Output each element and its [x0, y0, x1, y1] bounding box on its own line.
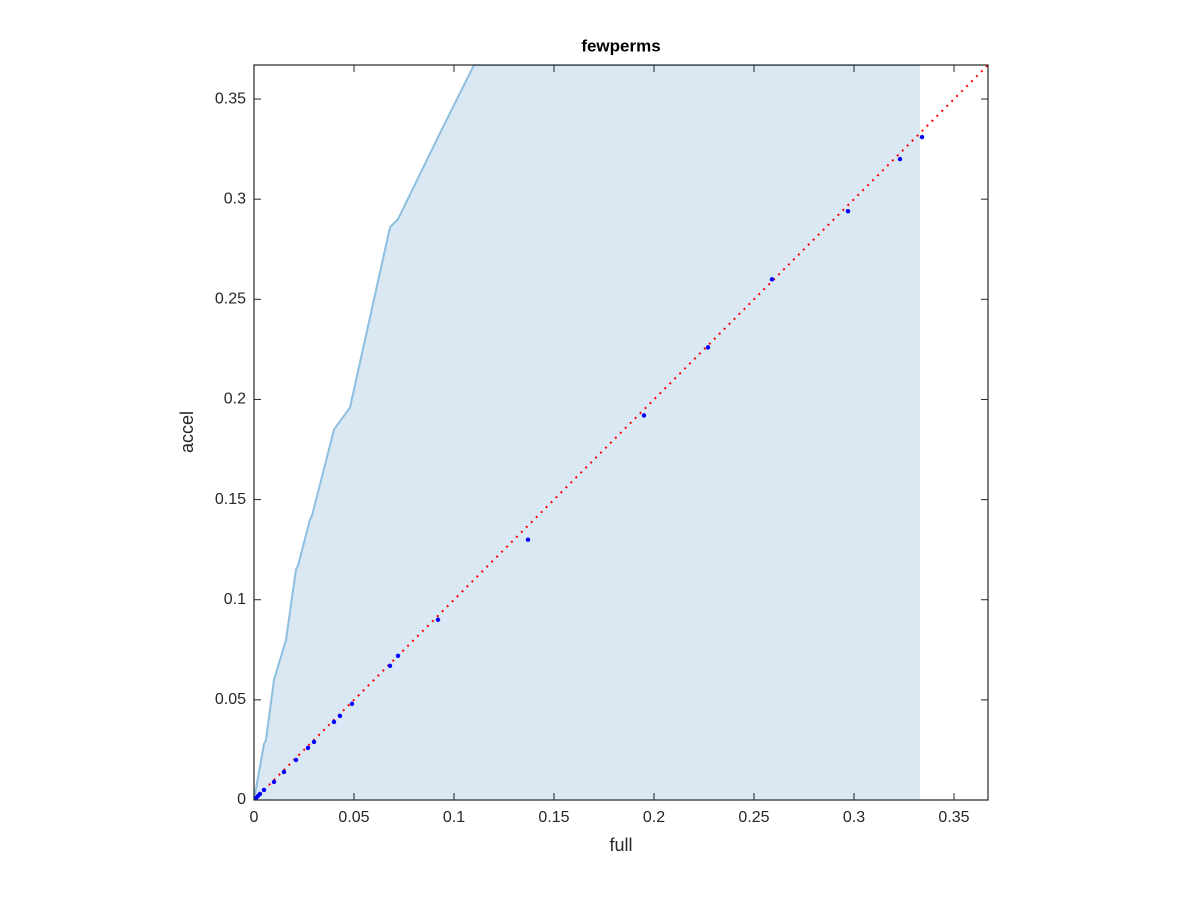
y-tick-label: 0.3	[224, 190, 246, 207]
point	[769, 277, 775, 282]
y-tick-label: 0.35	[215, 90, 246, 107]
chart-title: fewperms	[581, 36, 660, 55]
point	[919, 134, 925, 140]
area	[254, 65, 920, 800]
point	[395, 653, 401, 659]
x-tick-label: 0	[250, 809, 259, 826]
reference-line	[254, 65, 988, 800]
plot-area	[254, 65, 988, 800]
x-tick-label: 0.1	[443, 809, 465, 826]
point	[435, 617, 441, 622]
point	[705, 345, 711, 350]
point	[261, 787, 267, 793]
point	[293, 757, 299, 763]
y-axis-label: accel	[177, 411, 197, 453]
axes-box	[253, 64, 989, 801]
point	[271, 779, 277, 785]
point	[349, 701, 355, 707]
y-tick-label: 0.05	[215, 691, 246, 708]
y-tick-label: 0.15	[215, 491, 246, 508]
point	[331, 719, 337, 725]
x-axis-label: full	[609, 835, 632, 855]
x-tick-label: 0.25	[738, 809, 769, 826]
point	[305, 745, 311, 751]
x-tick-label: 0.35	[938, 809, 969, 826]
x-tick-label: 0.15	[538, 809, 569, 826]
y-tick-label: 0.1	[224, 591, 246, 608]
y-tick-label: 0.25	[215, 291, 246, 308]
x-tick-label: 0.2	[643, 809, 665, 826]
point	[525, 537, 531, 542]
y-tick-label: 0	[237, 791, 246, 808]
point	[257, 791, 263, 797]
x-tick-label: 0.3	[843, 809, 865, 826]
y-tick-label: 0.2	[224, 391, 246, 408]
axes: 0 0.05 0.1 0.15 0.2 0.25 0.3 0.35 0 0.05 0.1 0.15 0.…	[215, 64, 989, 826]
point	[845, 208, 851, 214]
point	[387, 663, 393, 669]
x-tick-label: 0.05	[338, 809, 369, 826]
point	[897, 156, 903, 162]
area-outline	[254, 65, 920, 800]
point	[311, 739, 317, 745]
point	[281, 769, 287, 775]
point	[337, 713, 343, 719]
point	[641, 413, 647, 418]
